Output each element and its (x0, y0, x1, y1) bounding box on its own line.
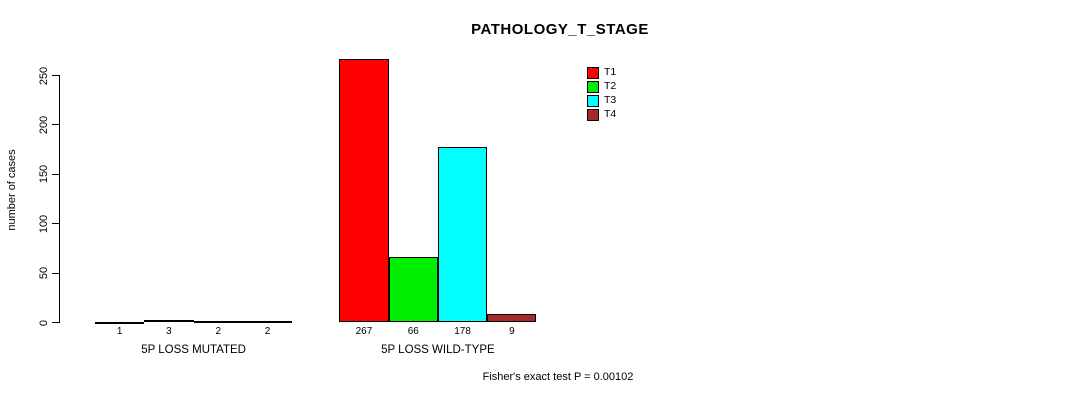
bar-value-label: 178 (454, 326, 471, 337)
statistics-annotation: Fisher's exact test P = 0.00102 (482, 371, 634, 383)
y-tick-label: 200 (38, 115, 50, 135)
bar-value-label: 9 (509, 326, 515, 337)
bar-value-label: 267 (355, 326, 373, 337)
bar-T2-wildtype (388, 257, 438, 323)
bar-value-label: 66 (407, 326, 419, 337)
y-axis-label: number of cases (6, 149, 18, 231)
y-axis-line (59, 75, 60, 323)
bar-T1-mutated (95, 321, 145, 324)
legend-swatch-T3 (587, 95, 599, 107)
group-label-0: 5P LOSS MUTATED (141, 344, 246, 356)
y-tick-mark (52, 75, 59, 76)
bar-value-label: 2 (264, 326, 271, 337)
legend-label-T2: T2 (604, 80, 617, 92)
y-tick-mark (52, 223, 59, 225)
chart-title: PATHOLOGY_T_STAGE (471, 21, 649, 38)
y-tick-label: 100 (38, 214, 50, 233)
group-label-1: 5P LOSS WILD-TYPE (381, 344, 495, 356)
y-tick-label: 150 (38, 165, 50, 184)
y-tick-label: 250 (38, 66, 50, 85)
bar-value-label: 2 (215, 326, 222, 337)
bar-T4-mutated (242, 320, 293, 323)
y-tick-label: 0 (38, 319, 50, 326)
bar-T4-wildtype (487, 313, 537, 323)
bar-value-label: 1 (116, 326, 123, 337)
y-tick-mark (52, 272, 59, 274)
y-tick-mark (52, 173, 59, 175)
bar-T2-mutated (144, 319, 194, 323)
bar-value-label: 3 (166, 326, 172, 337)
bar-T3-wildtype (437, 146, 488, 323)
legend-swatch-T1 (587, 67, 599, 79)
legend-label-T1: T1 (604, 66, 617, 78)
legend-label-T4: T4 (604, 108, 617, 120)
legend-label-T3: T3 (604, 94, 617, 106)
y-tick-mark (52, 124, 59, 126)
bar-T3-mutated (193, 320, 243, 323)
y-tick-label: 50 (38, 266, 50, 280)
legend-swatch-T2 (587, 81, 599, 93)
y-tick-mark (52, 322, 59, 323)
bar-T1-wildtype (339, 58, 389, 323)
legend-swatch-T4 (587, 109, 599, 121)
